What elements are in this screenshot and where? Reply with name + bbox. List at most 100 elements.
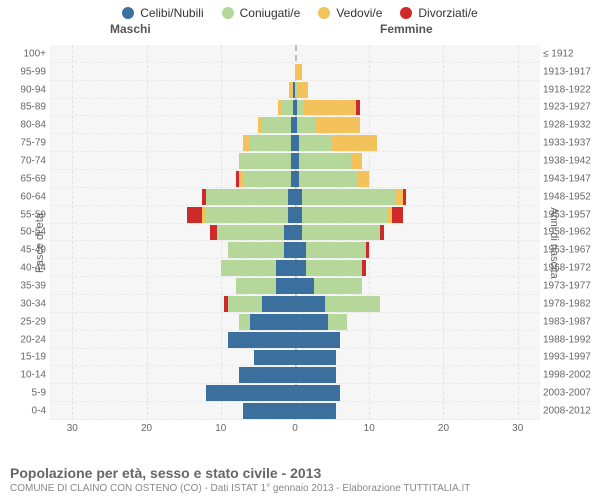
birth-year-label: 1983-1987	[543, 316, 598, 327]
birth-year-label: 1913-1917	[543, 66, 598, 77]
bar-segment	[332, 135, 377, 151]
female-bar	[295, 135, 540, 151]
age-label: 75-79	[6, 138, 46, 149]
bar-segment	[239, 367, 295, 383]
bar-segment	[221, 260, 277, 276]
female-bar	[295, 171, 540, 187]
x-tick-label: 30	[512, 423, 523, 434]
bar-segment	[356, 100, 360, 116]
female-bar	[295, 278, 540, 294]
bar-segment	[302, 189, 395, 205]
bar-segment	[362, 260, 366, 276]
age-row: 55-591953-1957	[50, 206, 540, 224]
bar-segment	[284, 225, 295, 241]
birth-year-label: 1988-1992	[543, 334, 598, 345]
bar-segment	[306, 242, 365, 258]
birth-year-label: 1998-2002	[543, 370, 598, 381]
age-label: 65-69	[6, 173, 46, 184]
bar-segment	[243, 135, 250, 151]
bar-segment	[295, 260, 306, 276]
birth-year-label: 1933-1937	[543, 138, 598, 149]
legend-dot	[318, 7, 330, 19]
bar-segment	[243, 403, 295, 419]
female-bar	[295, 117, 540, 133]
header-female: Femmine	[380, 22, 433, 36]
header-male: Maschi	[110, 22, 151, 36]
age-label: 95-99	[6, 66, 46, 77]
birth-year-label: 1943-1947	[543, 173, 598, 184]
male-bar	[50, 242, 295, 258]
age-row: 80-841928-1932	[50, 116, 540, 134]
bar-segment	[228, 332, 295, 348]
bar-segment	[250, 314, 295, 330]
male-bar	[50, 117, 295, 133]
age-row: 0-42008-2012	[50, 402, 540, 420]
male-bar	[50, 82, 295, 98]
age-row: 100+≤ 1912	[50, 45, 540, 63]
male-bar	[50, 64, 295, 80]
legend-label: Celibi/Nubili	[140, 6, 203, 20]
chart-source: COMUNE DI CLAINO CON OSTENO (CO) - Dati …	[10, 483, 590, 494]
bar-segment	[315, 117, 360, 133]
bar-segment	[295, 207, 302, 223]
bar-segment	[295, 296, 325, 312]
female-bar	[295, 296, 540, 312]
age-label: 25-29	[6, 316, 46, 327]
legend-dot	[222, 7, 234, 19]
age-label: 60-64	[6, 191, 46, 202]
bar-segment	[351, 153, 362, 169]
chart-title: Popolazione per età, sesso e stato civil…	[10, 465, 590, 481]
age-label: 15-19	[6, 352, 46, 363]
male-bar	[50, 367, 295, 383]
bar-segment	[295, 350, 336, 366]
bar-segment	[288, 189, 295, 205]
female-bar	[295, 385, 540, 401]
age-row: 75-791933-1937	[50, 134, 540, 152]
bar-segment	[302, 225, 380, 241]
legend: Celibi/NubiliConiugati/eVedovi/eDivorzia…	[0, 0, 600, 20]
x-tick-label: 10	[364, 423, 375, 434]
birth-year-label: ≤ 1912	[543, 48, 598, 59]
bar-segment	[262, 117, 292, 133]
male-bar	[50, 207, 295, 223]
birth-year-label: 1973-1977	[543, 281, 598, 292]
male-bar	[50, 46, 295, 62]
age-row: 10-141998-2002	[50, 366, 540, 384]
age-row: 35-391973-1977	[50, 277, 540, 295]
legend-label: Vedovi/e	[336, 6, 382, 20]
bar-segment	[276, 278, 295, 294]
bar-segment	[284, 242, 295, 258]
bar-segment	[395, 189, 402, 205]
gender-headers: Maschi Femmine	[0, 22, 600, 40]
bar-segment	[380, 225, 384, 241]
age-label: 0-4	[6, 406, 46, 417]
age-row: 45-491963-1967	[50, 241, 540, 259]
bar-segment	[295, 225, 302, 241]
age-label: 10-14	[6, 370, 46, 381]
bar-segment	[187, 207, 202, 223]
bar-segment	[276, 260, 295, 276]
bar-segment	[254, 350, 295, 366]
male-bar	[50, 135, 295, 151]
bar-segment	[295, 64, 302, 80]
age-label: 20-24	[6, 334, 46, 345]
female-bar	[295, 82, 540, 98]
birth-year-label: 1918-1922	[543, 84, 598, 95]
female-bar	[295, 46, 540, 62]
bar-segment	[299, 153, 351, 169]
y-axis-left-title: Fasce di età	[34, 213, 46, 273]
age-row: 65-691943-1947	[50, 170, 540, 188]
age-row: 30-341978-1982	[50, 295, 540, 313]
male-bar	[50, 189, 295, 205]
female-bar	[295, 242, 540, 258]
male-bar	[50, 278, 295, 294]
bar-segment	[306, 260, 362, 276]
bar-segment	[217, 225, 284, 241]
population-pyramid: 100+≤ 191295-991913-191790-941918-192285…	[50, 45, 540, 440]
bar-segment	[228, 296, 261, 312]
male-bar	[50, 314, 295, 330]
x-axis: 3020100102030	[50, 420, 540, 440]
bar-segment	[295, 314, 328, 330]
male-bar	[50, 153, 295, 169]
x-tick-label: 20	[438, 423, 449, 434]
